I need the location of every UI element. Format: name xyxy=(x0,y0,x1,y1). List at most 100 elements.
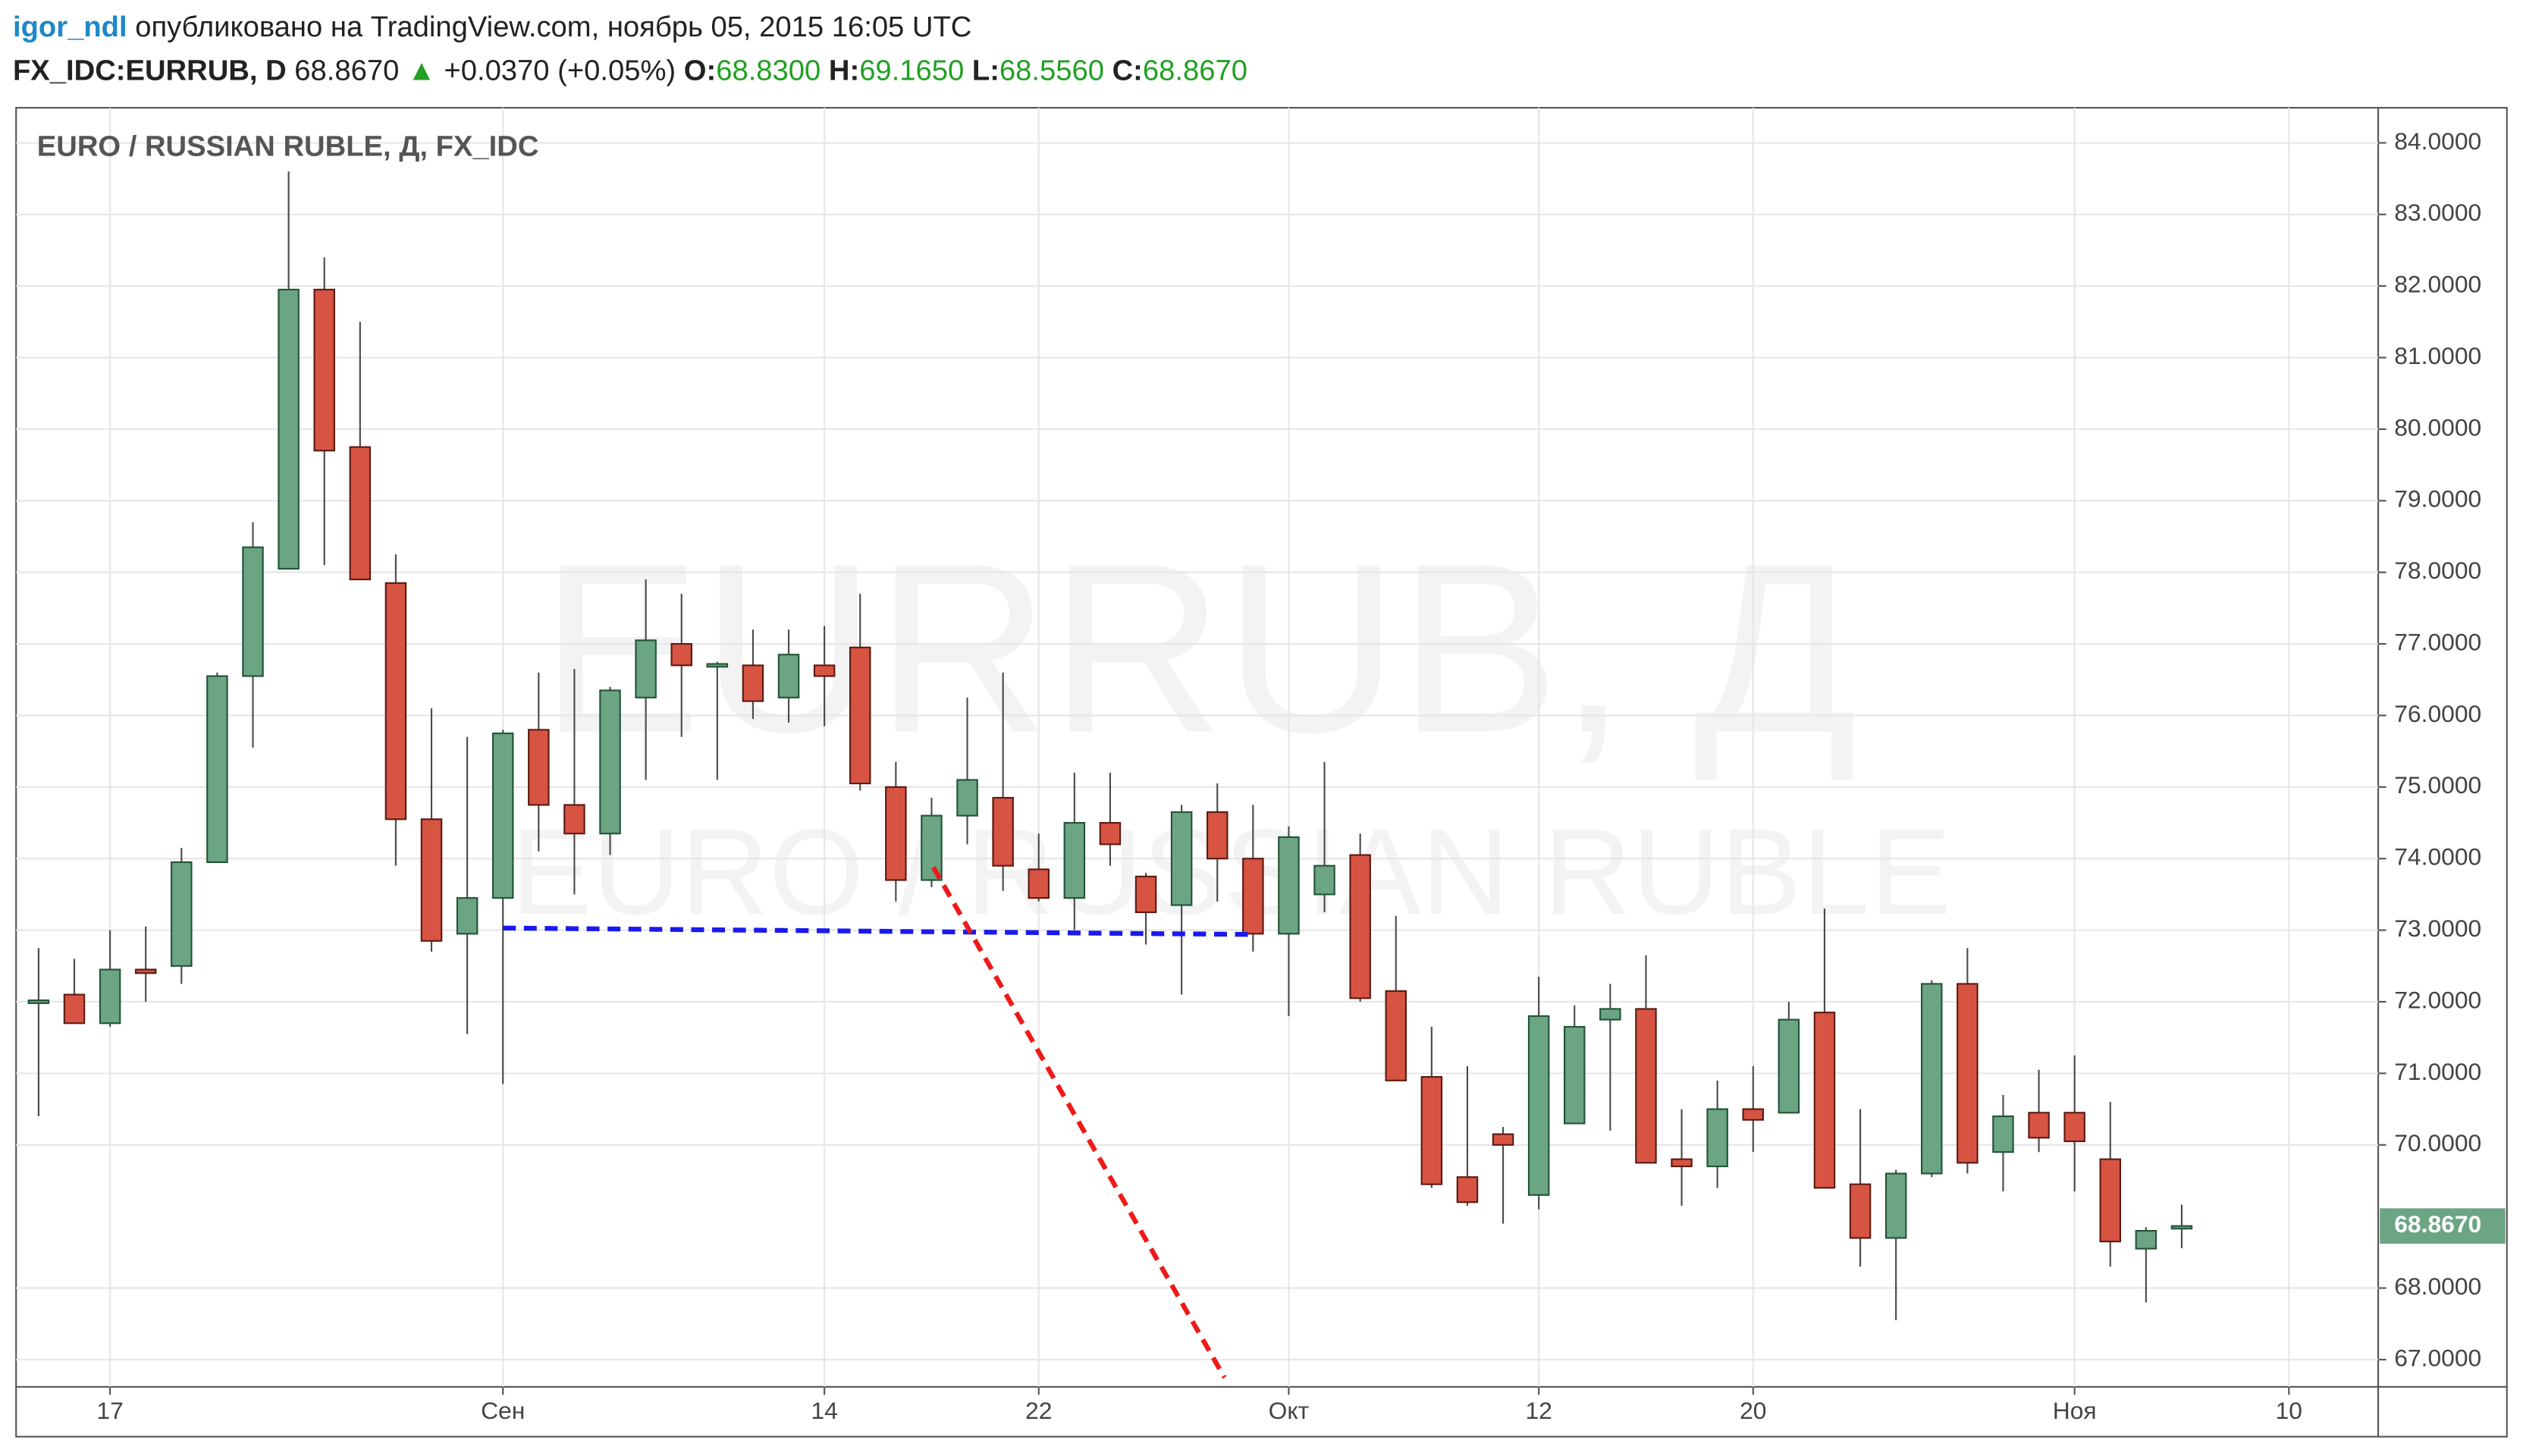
last-price-label: 68.8670 xyxy=(2394,1210,2481,1238)
candle-body xyxy=(1635,1008,1657,1164)
candle-body xyxy=(171,861,193,967)
candle-body xyxy=(1671,1158,1693,1168)
candle-body xyxy=(1957,983,1979,1164)
candle-body xyxy=(1992,1115,2014,1153)
y-tick-label: 80.0000 xyxy=(2394,413,2481,441)
y-tick-label: 81.0000 xyxy=(2394,342,2481,369)
change-icon: ▲ xyxy=(407,55,436,87)
candle-body xyxy=(563,804,585,835)
y-tick-label: 67.0000 xyxy=(2394,1344,2481,1371)
header-line-1: igor_ndl опубликовано на TradingView.com… xyxy=(13,11,971,43)
candle-body xyxy=(1206,811,1229,860)
grid: 67.0000 68.0000 70.0000 71.0000 72.0000 73.00… xyxy=(16,108,2506,1424)
candle-body xyxy=(777,654,800,698)
candle-body xyxy=(2135,1229,2157,1250)
c-value: 68.8670 xyxy=(1143,55,1247,87)
candle-body xyxy=(528,729,550,806)
y-tick-label: 77.0000 xyxy=(2394,628,2481,655)
candle-body xyxy=(242,546,264,677)
candle-body xyxy=(706,663,729,668)
x-tick-label: 20 xyxy=(1740,1397,1766,1424)
o-value: 68.8300 xyxy=(716,55,821,87)
published: опубликовано на TradingView.com, ноябрь … xyxy=(135,11,971,43)
l-value: 68.5560 xyxy=(999,55,1104,87)
header-line-2: FX_IDC:EURRUB, D 68.8670 ▲ +0.0370 (+0.0… xyxy=(13,55,1247,87)
watermark: EURRUB, Д xyxy=(541,514,1857,783)
candle-body xyxy=(1527,1015,1550,1196)
change: +0.0370 (+0.05%) xyxy=(444,55,676,87)
candle-body xyxy=(349,446,372,581)
candle-body xyxy=(1099,821,1122,846)
y-tick-label: 74.0000 xyxy=(2394,843,2481,871)
candle-body xyxy=(1564,1025,1586,1125)
y-tick-label: 75.0000 xyxy=(2394,771,2481,799)
y-tick-label: 78.0000 xyxy=(2394,557,2481,584)
x-tick-label: Ноя xyxy=(2053,1397,2097,1424)
last-price-box xyxy=(2380,1208,2506,1244)
candle-body xyxy=(599,689,621,835)
candle-body xyxy=(1170,811,1193,906)
candle-body xyxy=(1385,990,1407,1081)
candle-body xyxy=(206,675,228,864)
candle-body xyxy=(992,796,1014,867)
candle-body xyxy=(921,814,943,881)
candle-body xyxy=(2028,1112,2050,1139)
price: 68.8670 xyxy=(294,55,399,87)
symbol: FX_IDC:EURRUB, D xyxy=(13,55,287,87)
h-label: H: xyxy=(829,55,859,87)
candle-body xyxy=(670,643,692,667)
y-tick-label: 71.0000 xyxy=(2394,1058,2481,1085)
y-tick-label: 76.0000 xyxy=(2394,700,2481,727)
candle-body xyxy=(2099,1158,2122,1243)
trend-line xyxy=(931,865,1227,1379)
candle-body xyxy=(1349,854,1371,999)
candle-body xyxy=(27,999,50,1004)
candle-body xyxy=(491,732,514,899)
y-tick-label: 68.0000 xyxy=(2394,1272,2481,1300)
watermark-subtitle: EURO / RUSSIAN RUBLE xyxy=(510,804,1951,940)
candle-body xyxy=(1242,858,1264,935)
candle-body xyxy=(2170,1225,2193,1230)
candle-body xyxy=(1063,821,1086,899)
marks xyxy=(27,171,2193,1379)
candle-body xyxy=(1884,1172,1907,1239)
candle-body xyxy=(1313,864,1335,896)
c-label: C: xyxy=(1112,55,1143,87)
candle-body xyxy=(420,818,443,942)
candle-body xyxy=(742,664,764,702)
candle-body xyxy=(1278,836,1300,935)
candle-body xyxy=(1849,1183,1872,1239)
l-label: L: xyxy=(972,55,999,87)
candle-body xyxy=(1028,868,1050,899)
candle-body xyxy=(2063,1112,2085,1143)
candle-body xyxy=(313,288,335,452)
y-tick-label: 73.0000 xyxy=(2394,915,2481,942)
y-tick-label: 79.0000 xyxy=(2394,485,2481,513)
x-tick-label: 17 xyxy=(96,1397,123,1424)
x-tick-label: 10 xyxy=(2276,1397,2302,1424)
candle-body xyxy=(1921,983,1943,1175)
candle-body xyxy=(384,582,407,821)
x-tick-label: Окт xyxy=(1269,1397,1310,1424)
candle-body xyxy=(956,779,978,817)
y-tick-label: 83.0000 xyxy=(2394,199,2481,226)
candle-body xyxy=(1492,1133,1514,1146)
candle-body xyxy=(635,639,657,698)
candle-body xyxy=(1134,875,1157,914)
candle-body xyxy=(1420,1076,1443,1185)
candle-body xyxy=(63,993,86,1025)
x-tick-label: Сен xyxy=(481,1397,525,1424)
author[interactable]: igor_ndl xyxy=(13,11,127,43)
candle-body xyxy=(1599,1008,1621,1021)
candle-body xyxy=(849,646,871,785)
x-tick-label: 12 xyxy=(1525,1397,1552,1424)
y-tick-label: 72.0000 xyxy=(2394,986,2481,1013)
candle-body xyxy=(1456,1176,1479,1203)
h-value: 69.1650 xyxy=(859,55,964,87)
candle-body xyxy=(1706,1108,1728,1168)
x-tick-label: 22 xyxy=(1025,1397,1052,1424)
candle-body xyxy=(278,288,300,570)
x-tick-label: 14 xyxy=(811,1397,837,1424)
candle-body xyxy=(885,786,907,881)
